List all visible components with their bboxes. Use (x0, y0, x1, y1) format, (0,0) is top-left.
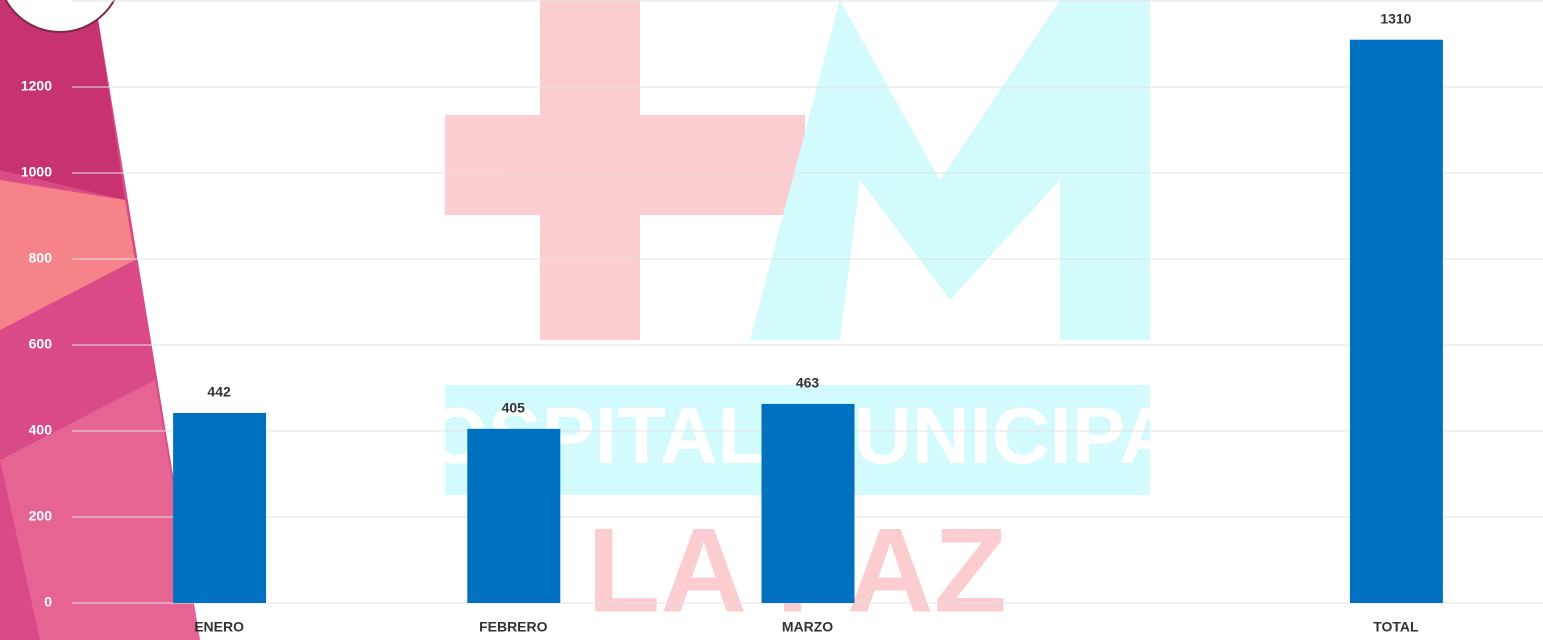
y-tick-label: 400 (29, 422, 53, 438)
y-tick-label: 0 (44, 594, 52, 610)
y-tick-label: 1000 (21, 164, 52, 180)
x-tick-label: FEBRERO (479, 619, 548, 635)
bar (173, 413, 266, 603)
decoration (0, 0, 200, 640)
x-tick-label: ENERO (194, 619, 244, 635)
y-tick-label: 1200 (21, 78, 52, 94)
x-tick-label: TOTAL (1373, 619, 1419, 635)
y-tick-label: 600 (29, 336, 53, 352)
data-label: 405 (502, 400, 526, 416)
y-tick-label: 1400 (21, 0, 52, 8)
bar (1350, 40, 1443, 603)
y-tick-label: 800 (29, 250, 53, 266)
chart: HOSPITAL MUNICIPAL LA PAZ 02004006008001… (0, 0, 1543, 640)
bar (762, 404, 855, 603)
y-tick-label: 200 (29, 508, 53, 524)
data-label: 463 (796, 375, 820, 391)
data-label: 442 (207, 384, 231, 400)
data-label: 1310 (1380, 10, 1411, 26)
bar (467, 429, 560, 603)
x-tick-label: MARZO (782, 619, 833, 635)
